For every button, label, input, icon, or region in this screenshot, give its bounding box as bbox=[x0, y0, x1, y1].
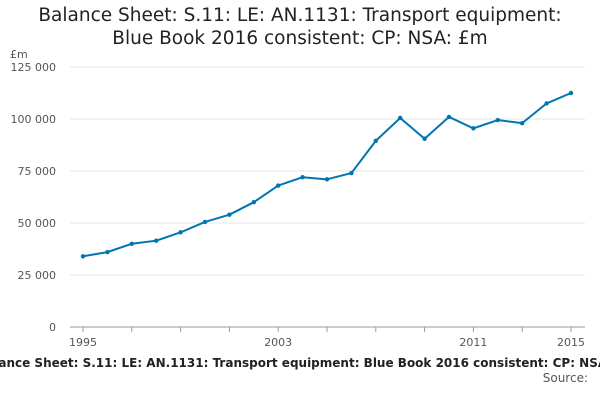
y-axis-label: £m bbox=[10, 48, 28, 61]
x-tick-label: 2015 bbox=[557, 336, 585, 349]
data-point[interactable] bbox=[520, 120, 525, 126]
footer-caption: Balance Sheet: S.11: LE: AN.1131: Transp… bbox=[0, 356, 600, 370]
data-point[interactable] bbox=[129, 241, 134, 246]
series-group bbox=[80, 90, 574, 259]
data-point[interactable] bbox=[349, 170, 354, 176]
data-point[interactable] bbox=[178, 230, 183, 235]
series-line bbox=[82, 92, 572, 258]
source-label: Source: bbox=[542, 371, 588, 385]
y-axis-ticks: 0 25 000 50 000 75 000 100 000 125 000 bbox=[11, 61, 57, 334]
gridlines bbox=[70, 66, 585, 328]
y-tick-label: 125 000 bbox=[11, 61, 57, 74]
data-point[interactable] bbox=[446, 114, 452, 120]
data-point[interactable] bbox=[276, 183, 281, 188]
chart-title-line-2: Blue Book 2016 consistent: CP: NSA: £m bbox=[112, 28, 488, 49]
x-tick-label: 2003 bbox=[264, 336, 292, 349]
data-point[interactable] bbox=[80, 254, 86, 259]
footer-caption-text: Balance Sheet: S.11: LE: AN.1131: Transp… bbox=[0, 356, 600, 370]
y-tick-label: 25 000 bbox=[18, 269, 57, 282]
data-point[interactable] bbox=[324, 177, 330, 182]
y-tick-label: 0 bbox=[49, 321, 56, 334]
y-tick-label: 50 000 bbox=[18, 217, 57, 230]
data-point[interactable] bbox=[105, 249, 110, 255]
y-tick-label: 100 000 bbox=[11, 113, 57, 126]
data-point[interactable] bbox=[251, 200, 256, 205]
data-point[interactable] bbox=[227, 212, 232, 217]
data-point[interactable] bbox=[373, 138, 378, 144]
data-point[interactable] bbox=[471, 126, 476, 131]
chart-title-line-1: Balance Sheet: S.11: LE: AN.1131: Transp… bbox=[38, 5, 562, 26]
data-point[interactable] bbox=[568, 90, 574, 96]
data-point[interactable] bbox=[398, 115, 403, 121]
data-point[interactable] bbox=[544, 101, 549, 106]
chart-title: Balance Sheet: S.11: LE: AN.1131: Transp… bbox=[0, 4, 600, 50]
data-point[interactable] bbox=[300, 175, 305, 180]
y-tick-label: 75 000 bbox=[18, 165, 57, 178]
data-point[interactable] bbox=[202, 219, 208, 225]
data-point[interactable] bbox=[154, 238, 159, 243]
data-point[interactable] bbox=[422, 136, 427, 141]
x-axis-ticks: 1995 2003 2011 2015 bbox=[69, 327, 585, 349]
data-point[interactable] bbox=[495, 117, 500, 123]
x-tick-label: 2011 bbox=[459, 336, 487, 349]
x-tick-label: 1995 bbox=[69, 336, 97, 349]
